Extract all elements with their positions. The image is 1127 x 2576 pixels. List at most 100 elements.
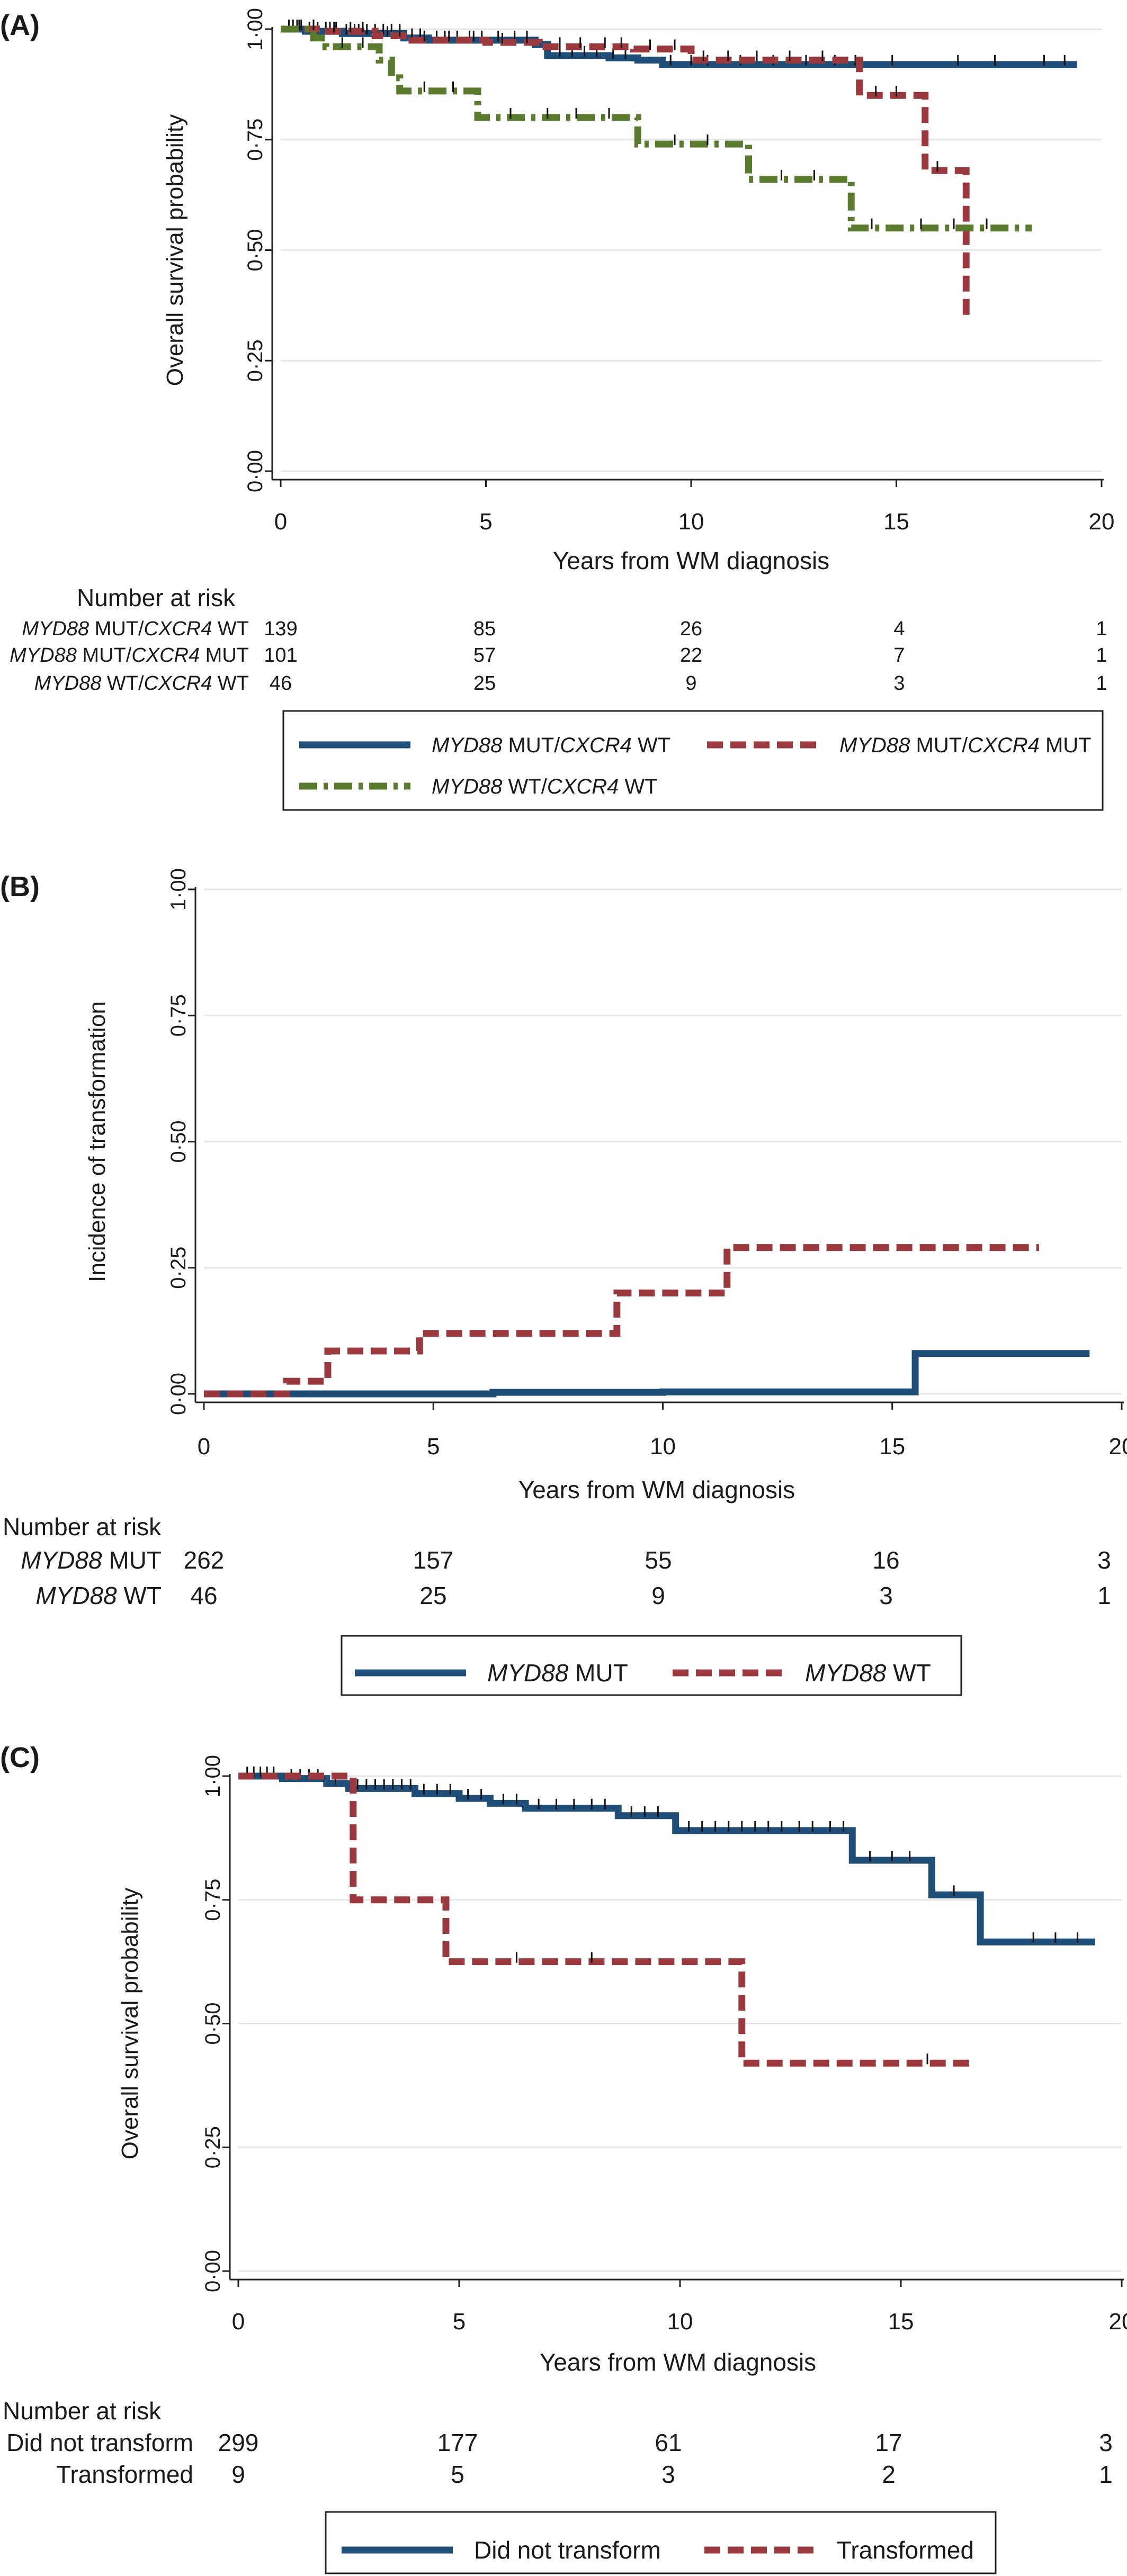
x-tick-label: 0 [198, 1434, 210, 1460]
x-axis-title: Years from WM diagnosis [518, 1476, 795, 1503]
legend-label: Transformed [837, 2536, 974, 2564]
risk-row-label: MYD88 MUT [21, 1546, 162, 1574]
series-line-1 [204, 1350, 1090, 1398]
risk-value: 3 [661, 2461, 675, 2488]
risk-row-label: MYD88 MUT/CXCR4 MUT [10, 644, 249, 666]
risk-row-label: MYD88 WT/CXCR4 WT [34, 672, 249, 695]
risk-row-label: Transformed [56, 2461, 193, 2488]
y-tick-label: 0·00 [167, 1373, 190, 1415]
y-tick-label: 1·00 [244, 8, 267, 50]
series-line-1 [238, 1772, 1095, 1945]
risk-value: 3 [879, 1582, 893, 1609]
y-tick-label: 1·00 [167, 868, 190, 911]
x-tick-label: 15 [879, 1434, 905, 1460]
risk-value: 3 [1097, 1546, 1111, 1574]
risk-row-label: MYD88 WT [35, 1582, 162, 1609]
x-tick-label: 10 [667, 2309, 693, 2335]
risk-value: 7 [893, 644, 905, 666]
risk-value: 25 [473, 672, 496, 695]
risk-value: 17 [875, 2429, 902, 2456]
risk-table-title: Number at risk [3, 1513, 162, 1541]
panel-label: (C) [0, 1742, 40, 1773]
risk-value: 46 [270, 672, 292, 695]
y-tick-label: 0·25 [201, 2126, 225, 2168]
x-tick-label: 0 [232, 2309, 245, 2335]
risk-value: 157 [413, 1546, 454, 1574]
panel-label: (A) [0, 10, 40, 41]
y-tick-label: 0·75 [201, 1879, 225, 1921]
panel-a: (A) 0·00 0·25 0·50 0·75 1·00 0 5 10 15 20 Overall s… [0, 8, 1115, 811]
y-tick-label: 0·50 [244, 229, 267, 271]
y-tick-label: 0·00 [244, 450, 267, 492]
risk-value: 5 [451, 2461, 464, 2488]
risk-value: 139 [264, 618, 297, 640]
legend-box [341, 1635, 962, 1696]
y-tick-label: 0·75 [167, 994, 190, 1037]
risk-value: 1 [1096, 672, 1107, 695]
x-tick-label: 15 [883, 509, 909, 535]
legend-label: Did not transform [474, 2536, 661, 2564]
x-tick-label: 10 [650, 1434, 676, 1460]
risk-value: 26 [680, 618, 702, 640]
y-tick-label: 0·75 [244, 119, 267, 161]
legend-label: MYD88 WT/CXCR4 WT [432, 775, 658, 798]
risk-value: 46 [190, 1582, 217, 1609]
legend-label: MYD88 MUT/CXCR4 MUT [839, 734, 1092, 757]
series-line-2 [204, 1244, 1040, 1398]
risk-value: 3 [1099, 2429, 1113, 2456]
risk-value: 1 [1097, 1582, 1111, 1609]
risk-value: 9 [651, 1582, 665, 1609]
y-axis-title: Overall survival probability [162, 114, 188, 386]
y-tick-label: 0·00 [201, 2250, 225, 2292]
risk-table-title: Number at risk [3, 2397, 162, 2425]
series-line-2 [281, 25, 970, 321]
risk-value: 16 [872, 1546, 899, 1574]
legend-box [282, 710, 1104, 811]
risk-value: 262 [184, 1546, 225, 1574]
risk-value: 299 [218, 2429, 259, 2456]
risk-value: 3 [893, 672, 905, 695]
risk-value: 9 [685, 672, 696, 695]
x-tick-label: 0 [274, 509, 287, 535]
y-tick-label: 0·25 [167, 1247, 190, 1289]
risk-row-label: Did not transform [6, 2429, 193, 2456]
x-tick-label: 10 [678, 509, 704, 535]
risk-value: 101 [264, 644, 297, 666]
risk-value: 2 [882, 2461, 896, 2488]
risk-value: 57 [473, 644, 496, 666]
panel-b: (B) 0·00 0·25 0·50 0·75 1·00 0 5 10 15 20 Incidence… [0, 868, 1127, 1696]
panel-label: (B) [0, 871, 40, 903]
risk-value: 1 [1099, 2461, 1113, 2488]
x-tick-label: 20 [1109, 1434, 1127, 1460]
risk-row-label: MYD88 MUT/CXCR4 WT [22, 618, 249, 640]
risk-table-title: Number at risk [77, 584, 236, 611]
risk-value: 25 [419, 1582, 446, 1609]
risk-value: 85 [473, 618, 496, 640]
x-tick-label: 20 [1109, 2309, 1127, 2335]
risk-value: 4 [893, 618, 905, 640]
series-line-2 [238, 1772, 976, 2067]
x-tick-label: 5 [427, 1434, 440, 1460]
y-axis-title: Overall survival probability [117, 1888, 143, 2160]
legend-label: MYD88 WT [805, 1659, 931, 1687]
risk-value: 1 [1096, 644, 1107, 666]
risk-value: 55 [645, 1546, 672, 1574]
x-tick-label: 20 [1089, 509, 1115, 535]
y-tick-label: 1·00 [201, 1755, 225, 1797]
y-tick-label: 0·50 [201, 2002, 225, 2044]
y-tick-label: 0·50 [167, 1120, 190, 1163]
legend-box [325, 2511, 997, 2574]
risk-value: 1 [1096, 618, 1107, 640]
y-tick-label: 0·25 [244, 339, 267, 382]
y-axis-title: Incidence of transformation [84, 1001, 110, 1282]
x-axis-title: Years from WM diagnosis [553, 547, 829, 574]
x-tick-label: 5 [453, 2309, 466, 2335]
legend-label: MYD88 MUT/CXCR4 WT [432, 734, 670, 757]
risk-value: 61 [655, 2429, 682, 2456]
risk-value: 22 [680, 644, 702, 666]
x-tick-label: 15 [888, 2309, 914, 2335]
x-tick-label: 5 [479, 509, 492, 535]
x-axis-title: Years from WM diagnosis [540, 2348, 816, 2376]
